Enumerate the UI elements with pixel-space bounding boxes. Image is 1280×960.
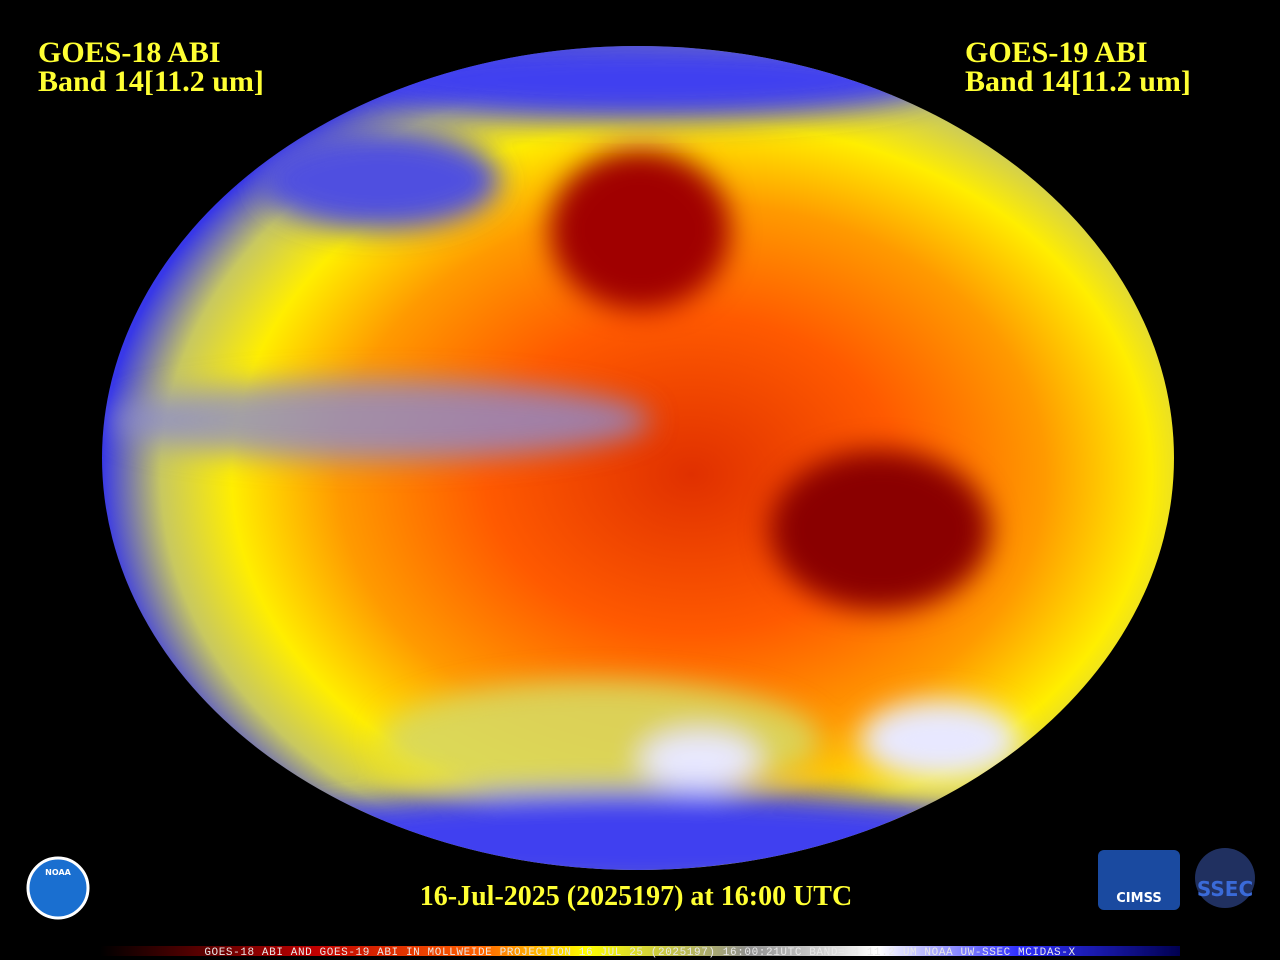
- left-band: Band 14[11.2 um]: [38, 65, 264, 98]
- left-title: GOES-18 ABI: [38, 36, 221, 69]
- right-title: GOES-19 ABI: [965, 36, 1148, 69]
- noaa-label: NOAA: [45, 868, 71, 877]
- cimss-logo: [1098, 850, 1180, 910]
- earth-disk: [102, 46, 1174, 870]
- ssec-logo: [1195, 848, 1255, 908]
- timestamp: 16-Jul-2025 (2025197) at 16:00 UTC: [420, 881, 852, 912]
- right-band: Band 14[11.2 um]: [965, 65, 1191, 98]
- ssec-label: SSEC: [1197, 877, 1253, 901]
- color-bar: [100, 946, 1180, 956]
- caption: GOES-18 ABI AND GOES-19 ABI IN MOLLWEIDE…: [204, 947, 1075, 959]
- cimss-label: CIMSS: [1116, 891, 1161, 906]
- noaa-logo: [26, 856, 90, 920]
